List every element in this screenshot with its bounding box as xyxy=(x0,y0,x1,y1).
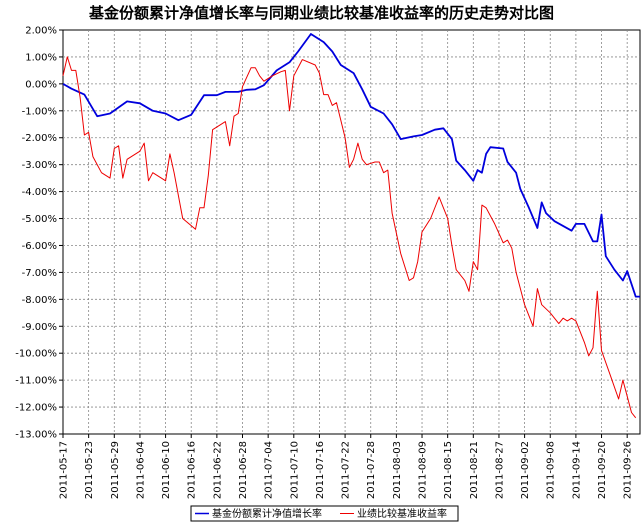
y-tick-label: -3.00% xyxy=(22,160,57,171)
x-tick-label: 2011-08-09 xyxy=(418,441,429,499)
x-tick-label: 2011-06-22 xyxy=(212,441,223,499)
y-tick-label: -6.00% xyxy=(22,241,57,252)
y-tick-label: -2.00% xyxy=(22,133,57,144)
legend-label-fund: 基金份额累计净值增长率 xyxy=(212,507,322,520)
y-axis: 2.00% 1.00% 0.00% -1.00% -2.00% -3.00% -4.00% -… xyxy=(15,26,63,441)
series-line-benchmark xyxy=(62,56,637,419)
x-tick-label: 2011-07-04 xyxy=(264,441,275,499)
y-tick-label: 1.00% xyxy=(25,52,57,63)
y-tick-label: -9.00% xyxy=(22,322,57,333)
y-tick-label: -7.00% xyxy=(22,268,57,279)
x-tick-label: 2011-09-14 xyxy=(571,441,582,499)
x-tick-label: 2011-05-23 xyxy=(84,441,95,499)
y-tick-label: 2.00% xyxy=(25,26,57,37)
x-tick-label: 2011-07-28 xyxy=(366,441,377,499)
x-tick-label: 2011-08-15 xyxy=(443,441,454,499)
y-tick-label: -5.00% xyxy=(22,214,57,225)
x-tick-label: 2011-09-08 xyxy=(546,441,557,499)
x-tick-label: 2011-08-21 xyxy=(469,441,480,499)
y-tick-label: -11.00% xyxy=(15,376,57,387)
x-tick-label: 2011-09-20 xyxy=(597,441,608,499)
y-tick-label: -13.00% xyxy=(15,430,57,441)
legend-label-benchmark: 业绩比较基准收益率 xyxy=(357,507,447,520)
series-lines xyxy=(62,33,640,419)
chart-title: 基金份额累计净值增长率与同期业绩比较基准收益率的历史走势对比图 xyxy=(88,4,554,22)
x-tick-label: 2011-07-22 xyxy=(341,441,352,499)
x-tick-label: 2011-08-27 xyxy=(494,441,505,499)
x-tick-label: 2011-09-02 xyxy=(520,441,531,499)
y-tick-label: -12.00% xyxy=(15,403,57,414)
y-tick-label: -1.00% xyxy=(22,106,57,117)
x-tick-label: 2011-09-26 xyxy=(623,441,634,499)
x-axis: 2011-05-17 2011-05-23 2011-05-29 2011-06-04… xyxy=(59,434,634,499)
x-tick-label: 2011-07-16 xyxy=(315,441,326,499)
y-tick-label: -4.00% xyxy=(22,187,57,198)
legend: 基金份额累计净值增长率 业绩比较基准收益率 xyxy=(190,505,459,522)
x-tick-label: 2011-06-28 xyxy=(238,441,249,499)
series-line-fund xyxy=(62,33,640,298)
x-tick-label: 2011-07-10 xyxy=(289,441,300,499)
x-tick-label: 2011-06-10 xyxy=(161,441,172,499)
x-tick-label: 2011-05-29 xyxy=(110,441,121,499)
x-tick-label: 2011-06-16 xyxy=(187,441,198,499)
y-tick-label: -10.00% xyxy=(15,349,57,360)
x-tick-label: 2011-06-04 xyxy=(135,441,146,499)
y-tick-label: 0.00% xyxy=(25,79,57,90)
x-tick-label: 2011-05-17 xyxy=(59,441,70,499)
x-tick-label: 2011-08-03 xyxy=(392,441,403,499)
legend-box xyxy=(190,505,459,522)
plot-area xyxy=(62,29,641,435)
y-tick-label: -8.00% xyxy=(22,295,57,306)
